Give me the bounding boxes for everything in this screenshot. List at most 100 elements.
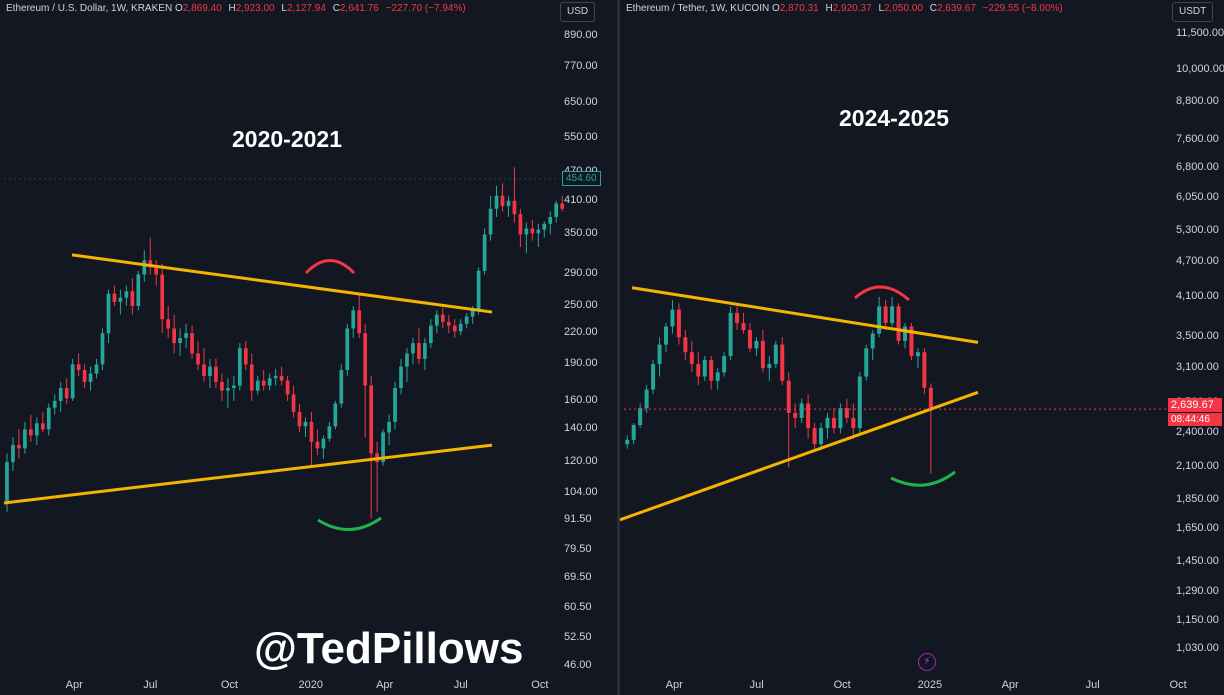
lightning-icon[interactable]: ⚡: [918, 653, 936, 671]
candle-body: [488, 208, 493, 235]
candle-body: [689, 352, 694, 365]
resistance-trendline: [631, 286, 979, 344]
candle-body: [806, 403, 811, 429]
candle-body: [663, 326, 668, 345]
x-axis-tick-label: Apr: [65, 679, 83, 691]
candle-body: [458, 323, 463, 332]
candle-body: [793, 412, 798, 418]
top-arc: [304, 259, 356, 275]
y-axis-tick-label: 1,290.00: [1176, 584, 1219, 597]
candle-body: [851, 417, 856, 429]
candle-body: [345, 328, 350, 371]
candle-body: [315, 441, 320, 449]
candle-body: [812, 428, 817, 445]
chart-panel-right[interactable]: Ethereum / Tether, 1W, KUCOIN O2,870.31 …: [620, 0, 1224, 695]
candle-body: [452, 325, 457, 332]
symbol-name: Ethereum / Tether, 1W, KUCOIN: [626, 3, 770, 14]
y-axis-tick-label: 6,050.00: [1176, 190, 1219, 203]
candle-body: [548, 216, 553, 224]
change-value: −229.55 (−8.00%): [982, 3, 1063, 14]
candle-body: [94, 364, 99, 374]
candle-body: [554, 203, 559, 217]
candle-body: [285, 380, 290, 395]
candle-body: [440, 314, 445, 322]
candle-body: [297, 411, 302, 427]
candle-body: [625, 439, 630, 445]
candle-body: [767, 364, 772, 369]
candle-body: [476, 270, 481, 311]
candle-body: [220, 381, 224, 391]
candle-body: [261, 380, 266, 386]
candle-body: [844, 408, 849, 418]
y-axis-tick-label: 69.50: [564, 571, 592, 584]
candle-body: [423, 343, 427, 359]
candle-body: [799, 403, 804, 418]
currency-button-left[interactable]: USD: [560, 2, 596, 22]
candle-body: [896, 306, 901, 341]
candle-body: [237, 348, 242, 386]
x-axis-tick-label: Jul: [749, 679, 764, 691]
candle-body: [530, 228, 535, 234]
candle-body: [702, 360, 707, 377]
y-axis-tick-label: 1,450.00: [1176, 554, 1219, 567]
candle-body: [387, 421, 391, 433]
y-axis-tick-label: 8,800.00: [1176, 95, 1219, 108]
candle-body: [172, 328, 176, 344]
y-axis-tick-label: 10,000.00: [1176, 62, 1224, 75]
candle-body: [166, 319, 171, 329]
candle-body: [46, 407, 51, 430]
x-axis-tick-label: Apr: [376, 679, 394, 691]
candle-body: [339, 370, 344, 404]
candle-body: [870, 333, 875, 349]
y-axis-tick-label: 250.00: [564, 299, 598, 312]
candle-body: [5, 462, 9, 501]
candle-body: [393, 388, 397, 422]
candle-body: [518, 214, 523, 235]
resistance-trendline: [71, 253, 493, 314]
candle-body: [82, 370, 87, 382]
candle-body: [560, 203, 565, 209]
y-axis-tick-label: 79.50: [564, 542, 592, 555]
currency-button-right[interactable]: USDT: [1172, 2, 1214, 22]
candle-body: [58, 388, 63, 401]
candle-body: [494, 195, 499, 209]
candle-body: [819, 428, 824, 445]
candle-body: [243, 348, 248, 365]
candle-body: [279, 375, 284, 381]
y-axis-tick-label: 4,700.00: [1176, 255, 1219, 268]
top-arc: [854, 285, 910, 302]
candle-body: [273, 375, 278, 379]
candle-body: [831, 417, 836, 429]
candle-body: [160, 274, 165, 320]
candle-body: [922, 352, 927, 388]
close-value: 2,639.67: [936, 3, 976, 14]
candle-body: [363, 333, 368, 386]
candle-body: [76, 364, 81, 371]
candle-body: [309, 421, 314, 442]
candle-body: [838, 408, 843, 429]
y-axis-tick-label: 890.00: [564, 29, 598, 41]
y-axis-tick-label: 1,850.00: [1176, 492, 1219, 505]
symbol-header-left: Ethereum / U.S. Dollar, 1W, KRAKEN O2,86…: [6, 3, 466, 14]
panel-divider[interactable]: [617, 0, 620, 695]
high-value: 2,920.37: [832, 3, 872, 14]
x-axis-tick-label: Oct: [1169, 679, 1187, 691]
candle-body: [148, 260, 153, 268]
candle-body: [644, 389, 649, 409]
candle-body: [429, 325, 433, 344]
candle-body: [196, 353, 200, 365]
candle-body: [651, 364, 656, 390]
candle-body: [864, 348, 869, 377]
candle-body: [88, 373, 93, 382]
change-value: −227.70 (−7.94%): [385, 3, 466, 14]
y-axis-tick-label: 2,400.00: [1176, 426, 1219, 439]
x-axis-tick-label: Oct: [833, 679, 851, 691]
y-axis-tick-label: 220.00: [564, 326, 598, 339]
y-axis-tick-label: 3,100.00: [1176, 361, 1219, 374]
x-axis-tick-label: Apr: [1001, 679, 1019, 691]
candle-body: [877, 306, 882, 334]
candle-body: [112, 293, 117, 302]
candle-body: [154, 267, 159, 275]
y-axis-tick-label: 5,300.00: [1176, 224, 1219, 237]
